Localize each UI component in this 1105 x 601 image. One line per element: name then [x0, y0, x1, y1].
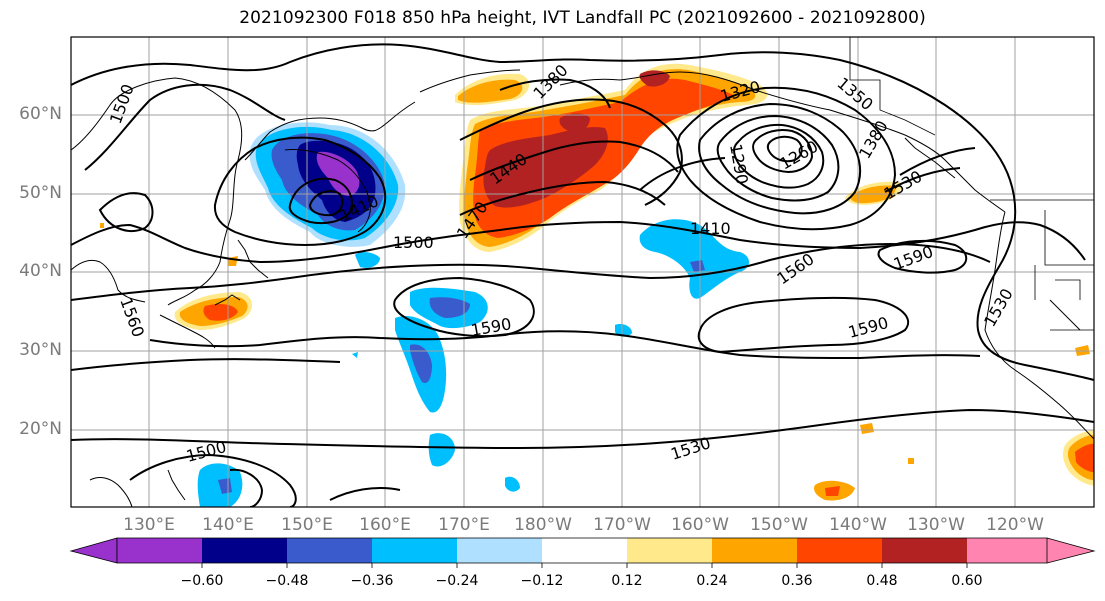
- contour-label: 1530: [668, 433, 713, 464]
- colorbar-segment: [202, 538, 287, 563]
- lat-label: 60°N: [19, 104, 62, 124]
- lat-label: 30°N: [19, 340, 62, 360]
- colorbar-segment: [967, 538, 1047, 563]
- lon-label: 160°W: [671, 515, 729, 535]
- contour-label: 1500: [393, 233, 434, 252]
- colorbar-tick-label: 0.60: [951, 573, 983, 589]
- lat-label: 40°N: [19, 261, 62, 281]
- colorbar-tick-label: 0.48: [866, 573, 898, 589]
- colorbar-segment: [882, 538, 967, 563]
- borders: [849, 37, 1094, 331]
- lon-label: 130°W: [907, 515, 965, 535]
- colorbar-tick-label: −0.48: [265, 573, 309, 589]
- colorbar-tick-label: 0.24: [696, 573, 728, 589]
- contour-label: 1410: [690, 219, 731, 238]
- height-contours: [71, 43, 1094, 507]
- colorbar-segment: [797, 538, 882, 563]
- lat-label: 50°N: [19, 183, 62, 203]
- colorbar-segment: [287, 538, 372, 563]
- lat-label: 20°N: [19, 419, 62, 439]
- lon-label: 170°E: [438, 515, 490, 535]
- colorbar: [69, 537, 1096, 568]
- ivt-shading: [100, 63, 1094, 507]
- contour-label: 1590: [891, 242, 936, 274]
- colorbar-tick-label: −0.24: [435, 573, 479, 589]
- colorbar-tick-label: −0.12: [520, 573, 564, 589]
- lon-label: 140°W: [829, 515, 887, 535]
- colorbar-tick-label: 0.12: [611, 573, 643, 589]
- lon-label: 130°E: [123, 515, 175, 535]
- graticule: [71, 37, 1094, 507]
- lon-label: 150°W: [750, 515, 808, 535]
- colorbar-tick-label: 0.36: [781, 573, 813, 589]
- colorbar-segment: [69, 537, 118, 564]
- coastlines: [71, 69, 1094, 507]
- lon-label: 150°E: [281, 515, 333, 535]
- plot-title: 2021092300 F018 850 hPa height, IVT Land…: [239, 8, 926, 28]
- colorbar-segment: [712, 538, 797, 563]
- lon-label: 120°W: [986, 515, 1044, 535]
- colorbar-segment: [457, 538, 542, 563]
- contour-label: 1290: [726, 142, 752, 185]
- lon-label: 140°E: [202, 515, 254, 535]
- lon-label: 180°W: [514, 515, 572, 535]
- contour-label: 1380: [529, 61, 571, 103]
- colorbar-segment: [117, 538, 202, 563]
- contour-label: 1590: [846, 313, 890, 342]
- colorbar-tick-label: −0.60: [180, 573, 224, 589]
- lon-label: 160°E: [359, 515, 411, 535]
- lon-label: 170°W: [593, 515, 651, 535]
- colorbar-segment: [542, 538, 627, 563]
- map-frame: [70, 36, 1095, 508]
- colorbar-segment: [372, 538, 457, 563]
- colorbar-segment: [627, 538, 712, 563]
- colorbar-segment: [1046, 537, 1096, 564]
- contour-label: 1380: [855, 117, 892, 162]
- colorbar-tick-label: −0.36: [350, 573, 394, 589]
